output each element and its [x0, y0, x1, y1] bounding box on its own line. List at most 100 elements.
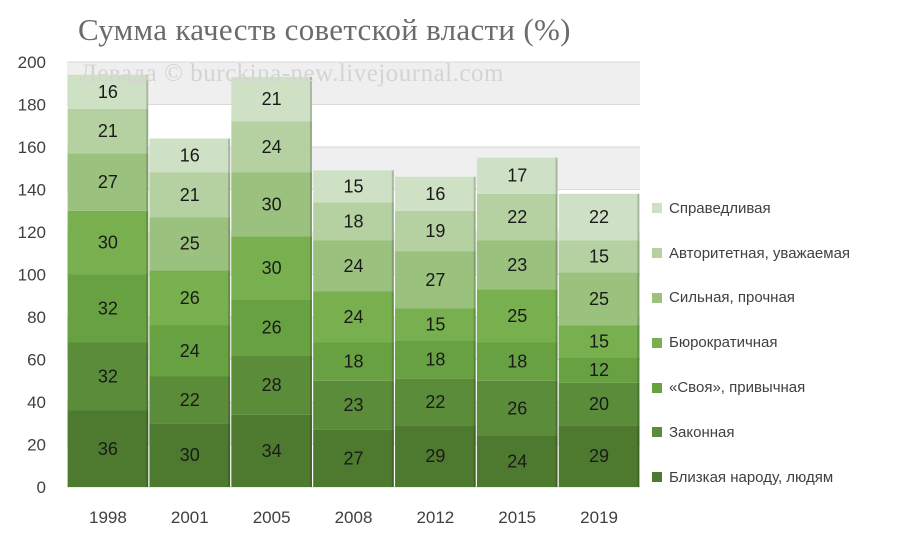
- x-tick-label: 2015: [498, 508, 536, 527]
- data-label: 24: [343, 307, 363, 327]
- chart-title: Сумма качеств советской власти (%): [78, 12, 571, 47]
- legend-label: «Своя», привычная: [669, 379, 806, 397]
- legend-label: Авторитетная, уважаемая: [669, 244, 851, 262]
- data-label: 22: [507, 207, 527, 227]
- bar-segment: [231, 414, 312, 487]
- bar-segment: [231, 76, 312, 122]
- bar-segment: [313, 240, 394, 292]
- x-tick-label: 2001: [171, 508, 209, 527]
- bar-segment: [67, 410, 149, 487]
- data-label: 17: [507, 166, 527, 186]
- bar-segment: [476, 157, 558, 194]
- legend-item: Бюрократичная: [652, 320, 850, 365]
- legend-label: Справедливая: [669, 199, 771, 217]
- legend-swatch: [652, 427, 662, 438]
- data-label: 29: [425, 446, 445, 466]
- bar-segment: [476, 289, 558, 343]
- bar-segment: [558, 357, 640, 383]
- x-tick-label: 2005: [253, 508, 291, 527]
- bar-segment: [231, 300, 312, 356]
- data-label: 26: [180, 288, 200, 308]
- legend-label: Сильная, прочная: [669, 289, 795, 307]
- bar-segment: [395, 210, 476, 252]
- bar-segment: [67, 274, 149, 343]
- y-tick-label: 40: [27, 393, 46, 412]
- legend-swatch: [652, 292, 662, 303]
- data-label: 21: [180, 185, 200, 205]
- legend-swatch: [652, 203, 662, 214]
- bar-shadow: [473, 176, 476, 487]
- legend: Справедливая Авторитетная, уважаемая Сильн…: [652, 186, 850, 500]
- bar-segment: [67, 108, 149, 154]
- bar-segment: [313, 202, 394, 241]
- y-tick-label: 140: [18, 181, 46, 200]
- y-tick-label: 100: [18, 266, 46, 285]
- bar-segment: [313, 342, 394, 381]
- bar-segment: [231, 172, 312, 237]
- data-label: 19: [425, 221, 445, 241]
- data-label: 22: [180, 390, 200, 410]
- data-label: 32: [98, 367, 118, 387]
- y-tick-label: 120: [18, 223, 46, 242]
- data-label: 30: [262, 194, 282, 214]
- bar-shadow: [228, 138, 231, 487]
- axis-layer: 0 20 40 60 80 100 120 140 160 180 200 1998 2001 2005 2…: [18, 53, 618, 527]
- x-tick-label: 2008: [335, 508, 373, 527]
- data-label: 16: [425, 184, 445, 204]
- data-label: 24: [262, 137, 282, 157]
- legend-swatch: [652, 248, 662, 259]
- data-label: 25: [589, 289, 609, 309]
- bar-segment: [395, 378, 476, 426]
- bar-segment: [149, 270, 231, 326]
- bar-segment: [476, 436, 558, 487]
- bar-segment: [395, 176, 476, 211]
- bar-shadow: [391, 170, 394, 487]
- data-label: 28: [262, 375, 282, 395]
- bar-segment: [231, 121, 312, 173]
- data-label: 15: [343, 176, 363, 196]
- data-label: 15: [589, 246, 609, 266]
- bar-segment: [395, 425, 476, 487]
- bar-segment: [558, 425, 640, 487]
- y-tick-label: 200: [18, 53, 46, 72]
- data-label: 24: [180, 341, 200, 361]
- legend-item: Близкая народу, людям: [652, 455, 850, 500]
- bar-segment: [149, 376, 231, 424]
- data-label: 18: [343, 211, 363, 231]
- data-label: 26: [507, 398, 527, 418]
- legend-item: «Своя», привычная: [652, 365, 850, 410]
- data-label: 36: [98, 439, 118, 459]
- bar-segment: [231, 355, 312, 415]
- y-tick-label: 180: [18, 96, 46, 115]
- data-label: 26: [262, 318, 282, 338]
- data-label: 25: [180, 234, 200, 254]
- bar-segment: [476, 342, 558, 381]
- data-label: 18: [425, 350, 445, 370]
- grid-band: [67, 62, 640, 105]
- watermark: Левада © burckina-new.livejournal.com: [80, 60, 504, 87]
- data-label: 24: [343, 256, 363, 276]
- bar-shadow: [146, 74, 149, 487]
- bar-segment: [395, 308, 476, 341]
- x-tick-label: 2019: [580, 508, 618, 527]
- data-label: 27: [425, 270, 445, 290]
- y-tick-label: 80: [27, 308, 46, 327]
- data-label: 30: [98, 233, 118, 253]
- data-label: 18: [507, 352, 527, 372]
- bar-segment: [67, 210, 149, 275]
- legend-item: Авторитетная, уважаемая: [652, 231, 850, 276]
- bar-segment: [395, 340, 476, 379]
- bar-segment: [558, 382, 640, 426]
- bar-segment: [558, 325, 640, 358]
- data-label: 15: [425, 314, 445, 334]
- data-label: 30: [180, 445, 200, 465]
- data-label: 18: [343, 352, 363, 372]
- y-tick-label: 60: [27, 351, 46, 370]
- data-label: 20: [589, 394, 609, 414]
- legend-swatch: [652, 382, 662, 393]
- data-label: 15: [589, 331, 609, 351]
- legend-swatch: [652, 337, 662, 348]
- bar-segment: [313, 380, 394, 430]
- data-label: 21: [262, 89, 282, 109]
- bar-segment: [231, 236, 312, 300]
